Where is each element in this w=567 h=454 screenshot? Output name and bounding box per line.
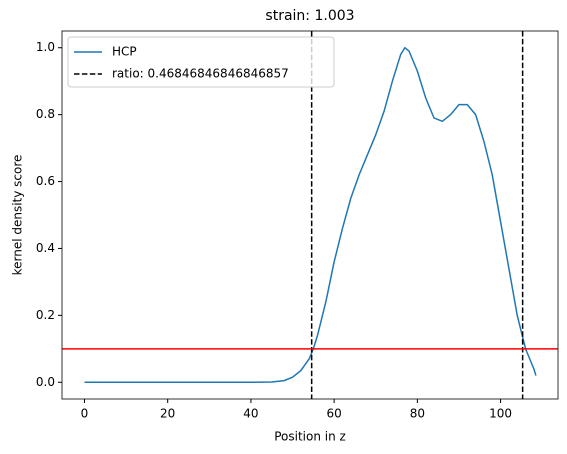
y-tick-label: 0.6 — [36, 174, 55, 188]
y-tick-label: 0.0 — [36, 375, 55, 389]
y-tick-label: 0.8 — [36, 107, 55, 121]
x-tick-label: 60 — [326, 407, 341, 421]
x-tick-label: 80 — [410, 407, 425, 421]
x-axis-label: Position in z — [274, 430, 346, 444]
chart-title: strain: 1.003 — [265, 8, 354, 24]
data-line — [84, 46, 537, 384]
plot-frame — [61, 30, 559, 400]
x-tick-label: 40 — [243, 407, 258, 421]
x-tick-label: 100 — [489, 407, 512, 421]
y-tick-label: 1.0 — [36, 40, 55, 54]
legend-label: HCP — [112, 45, 137, 59]
x-tick-label: 20 — [160, 407, 175, 421]
y-tick-label: 0.2 — [36, 308, 55, 322]
y-tick-label: 0.4 — [36, 241, 55, 255]
x-tick-label: 0 — [81, 407, 89, 421]
y-axis-label: kernel density score — [11, 155, 25, 276]
legend-label: ratio: 0.46846846846846857 — [112, 67, 289, 81]
legend-box — [67, 36, 335, 88]
